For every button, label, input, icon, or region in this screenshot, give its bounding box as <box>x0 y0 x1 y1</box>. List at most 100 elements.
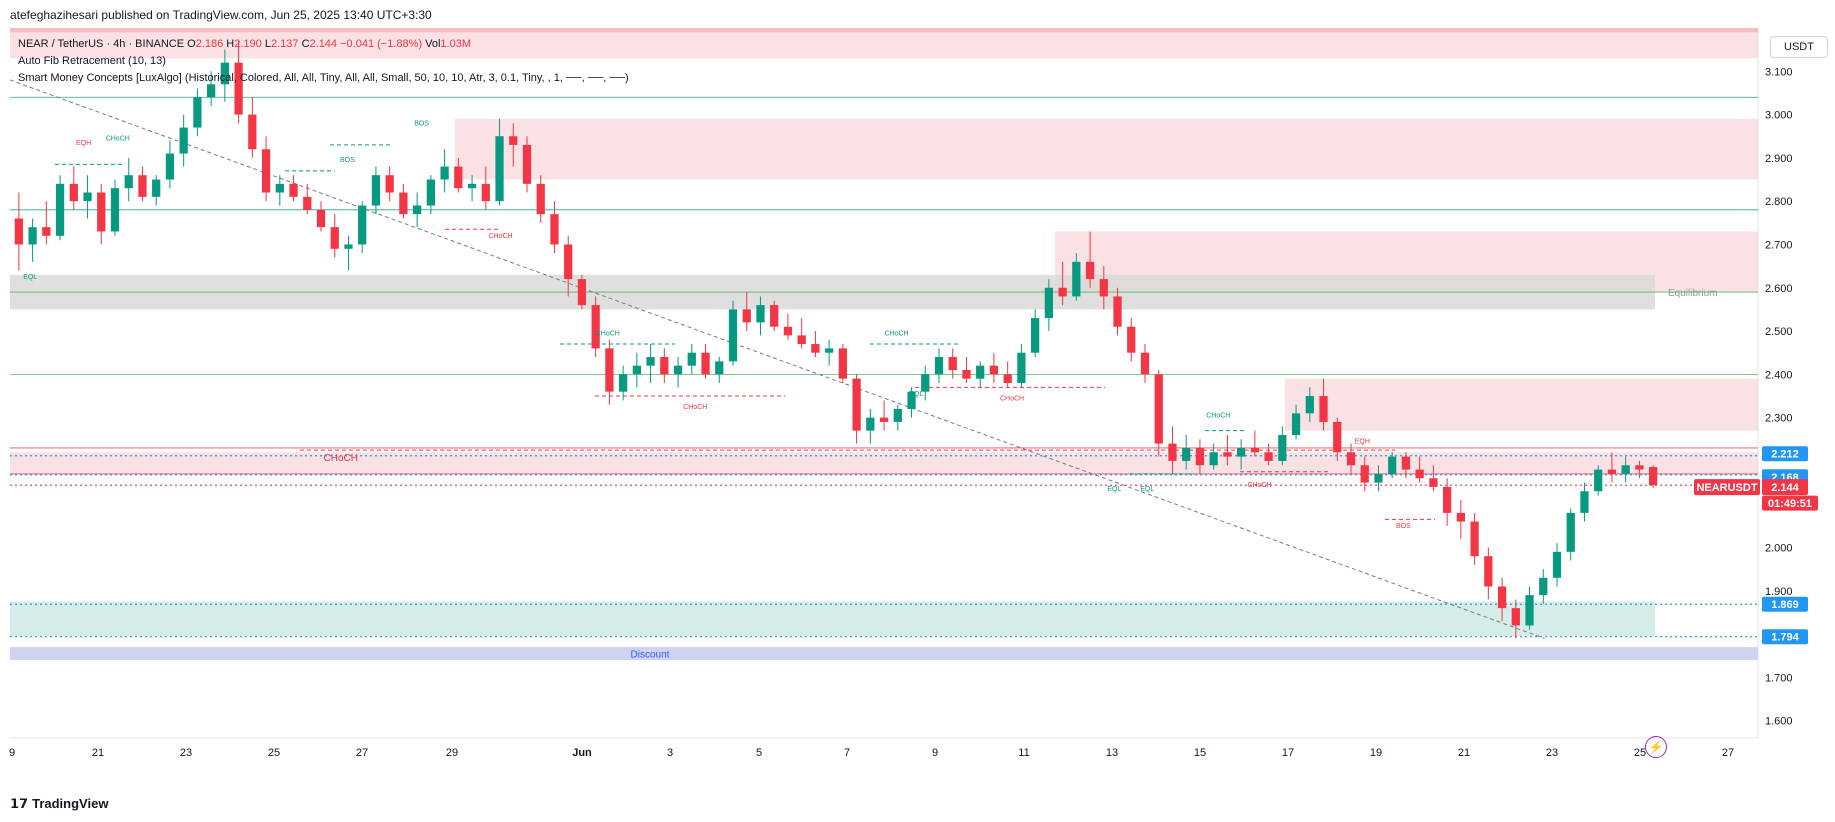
x-tick-label: 23 <box>1546 747 1558 759</box>
x-tick-label: 29 <box>446 747 458 759</box>
candle-body <box>646 357 655 366</box>
y-tick-label: 2.000 <box>1765 543 1793 555</box>
candle-body <box>1607 469 1617 474</box>
candle-body <box>371 175 381 206</box>
candle-body <box>632 365 641 375</box>
candle-body <box>907 391 916 409</box>
y-tick-label: 2.300 <box>1765 413 1793 425</box>
candle-body <box>14 218 23 245</box>
smc-label: BOS <box>414 120 429 127</box>
x-tick-label: 7 <box>844 747 850 759</box>
candle-body <box>481 183 490 202</box>
x-tick-label: Jun <box>572 747 592 759</box>
ohlc-row[interactable]: NEAR / TetherUS · 4h · BINANCE O2.186 H2… <box>18 36 629 53</box>
lightning-icon[interactable]: ⚡ <box>1645 736 1667 758</box>
close-value: 2.144 <box>309 38 338 50</box>
candle-body <box>1511 608 1520 626</box>
candle-body <box>344 244 353 249</box>
candle-body <box>1649 466 1658 486</box>
currency-button[interactable]: USDT <box>1770 36 1828 58</box>
smc-label: EQH <box>76 140 91 147</box>
y-tick-label: 2.800 <box>1765 196 1793 208</box>
x-tick-label: 17 <box>1282 747 1294 759</box>
x-tick-label: 3 <box>667 747 673 759</box>
candle-body <box>385 175 394 193</box>
y-tick-label: 2.500 <box>1765 326 1793 338</box>
published-by-text: atefeghazihesari published on TradingVie… <box>10 8 432 22</box>
zone-premium-top <box>10 28 1758 59</box>
candle-body <box>1580 491 1589 513</box>
candle-body <box>495 136 504 202</box>
price-label-1794: 1.794 <box>1771 632 1799 644</box>
x-tick-label: 27 <box>356 747 368 759</box>
change-value: −0.041 (−1.88%) <box>340 38 423 50</box>
candle-body <box>1154 374 1163 444</box>
indicator-fib[interactable]: Auto Fib Retracement (10, 13) <box>18 55 166 67</box>
candle-body <box>1539 577 1548 596</box>
candle-body <box>1195 447 1205 466</box>
price-label-1794-bg <box>1762 629 1808 645</box>
candle-body <box>1017 352 1026 383</box>
y-tick-label: 2.400 <box>1765 369 1793 381</box>
candle-body <box>399 192 408 215</box>
candle-body <box>83 192 92 202</box>
low-label: L <box>264 38 271 50</box>
zone-supply-1 <box>455 118 1758 180</box>
candle-body <box>1333 421 1342 453</box>
candle-body <box>522 144 532 184</box>
symbol-title[interactable]: NEAR / TetherUS · 4h · BINANCE <box>18 38 185 50</box>
chart-legend: NEAR / TetherUS · 4h · BINANCE O2.186 H2… <box>18 36 629 87</box>
indicator-smc[interactable]: Smart Money Concepts [LuxAlgo] (Historic… <box>18 72 629 84</box>
price-label-1869: 1.869 <box>1771 599 1799 611</box>
smc-label: CHoCH <box>596 330 620 337</box>
candle-body <box>97 192 106 232</box>
candle-body <box>413 205 422 215</box>
candle-body <box>989 365 999 375</box>
candle-body <box>852 378 861 431</box>
candle-body <box>1415 469 1424 479</box>
chart-canvas[interactable]: Equilibrium Discount EQH CHoCH BOS BOS CHoCH EQ… <box>0 28 1835 790</box>
candle-body <box>509 136 518 145</box>
volume-value: 1.03M <box>440 38 471 50</box>
candle-body <box>55 183 65 236</box>
tradingview-footer: 𝟭𝟳 TradingView <box>10 796 108 812</box>
candle-body <box>783 326 793 336</box>
x-tick-label: 27 <box>1722 747 1734 759</box>
smc-label: CHoCH <box>1206 413 1230 420</box>
candle-body <box>756 305 765 323</box>
candle-body <box>1401 456 1411 470</box>
candle-body <box>921 374 930 392</box>
candle-body <box>1264 452 1273 461</box>
candle-body <box>811 344 820 353</box>
candle-body <box>976 365 985 379</box>
y-tick-label: 2.700 <box>1765 239 1793 251</box>
x-tick-label: 13 <box>1106 747 1118 759</box>
x-tick-label: 9 <box>932 747 938 759</box>
zone-label-equilibrium: Equilibrium <box>1668 288 1717 299</box>
candle-body <box>220 62 229 85</box>
high-label: H <box>226 38 235 50</box>
candle-body <box>564 244 573 280</box>
smc-label: CHoCH <box>683 404 707 411</box>
candle-body <box>728 309 738 362</box>
candle-body <box>124 175 133 189</box>
candle-body <box>110 188 120 232</box>
high-value: 2.190 <box>234 38 262 50</box>
open-label: O <box>187 38 196 50</box>
price-label-2212: 2.212 <box>1771 449 1799 461</box>
candle-body <box>193 97 202 128</box>
candle-body <box>1484 556 1493 587</box>
candle-body <box>28 227 37 245</box>
candle-body <box>948 357 957 371</box>
candle-body <box>1621 465 1630 474</box>
candle-body <box>673 365 683 375</box>
candle-body <box>467 183 477 189</box>
x-tick-label: 23 <box>180 747 192 759</box>
candle-body <box>1497 586 1507 609</box>
candle-body <box>687 352 696 366</box>
x-tick-label: 25 <box>268 747 280 759</box>
candle-body <box>1346 452 1356 466</box>
smc-label: CHoCH <box>885 330 909 337</box>
candle-body <box>1099 279 1108 297</box>
candle-body <box>1031 318 1040 353</box>
